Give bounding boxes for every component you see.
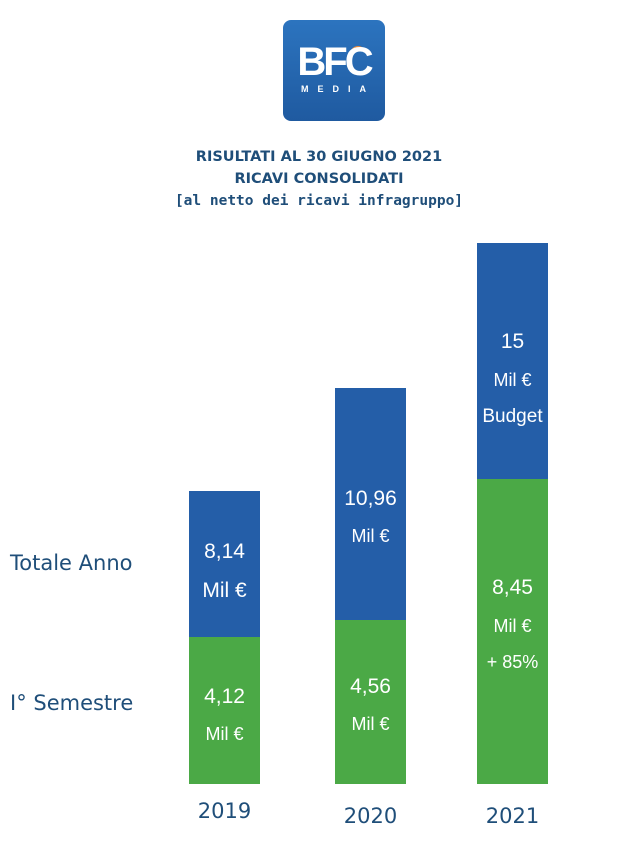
x-tick-label-2020: 2020 [344,804,397,828]
bar-total-2021 [477,243,548,479]
data-label-half-unit-2019: Mil € [205,724,243,744]
data-label-total-value-2021: 15 [501,330,524,353]
bfc-media-logo: BFC MEDIA [283,20,385,121]
data-label-total-unit-2021: Mil € [493,370,531,390]
logo-sub-text: MEDIA [301,84,375,94]
bar-half-2021 [477,479,548,784]
data-label-total-note-2021: Budget [482,406,543,427]
data-label-total-unit-2019: Mil € [202,579,247,602]
data-label-half-unit-2020: Mil € [351,714,389,734]
data-label-half-value-2019: 4,12 [204,685,245,708]
chart-note: [al netto dei ricavi infragruppo] [174,193,464,209]
data-label-half-value-2021: 8,45 [492,576,533,599]
x-tick-label-2021: 2021 [486,804,539,828]
data-label-total-value-2019: 8,14 [204,540,245,563]
data-label-total-unit-2020: Mil € [351,526,389,546]
row-label-half: I° Semestre [10,691,134,715]
x-tick-label-2019: 2019 [198,799,251,823]
chart-title: RISULTATI AL 30 GIUGNO 2021 [195,149,443,165]
logo-main-text: BFC [297,40,373,84]
data-label-half-note-2021: + 85% [487,652,539,672]
row-label-total: Totale Anno [10,551,133,575]
data-label-half-unit-2021: Mil € [493,616,531,636]
bar-total-2020 [335,388,406,620]
data-label-half-value-2020: 4,56 [350,675,391,698]
logo-swoosh-icon [351,46,365,58]
chart-subtitle: RICAVI CONSOLIDATI [234,171,404,187]
bar-total-2019 [189,491,260,637]
bar-half-2020 [335,620,406,784]
bar-half-2019 [189,637,260,784]
data-label-total-value-2020: 10,96 [344,487,397,510]
